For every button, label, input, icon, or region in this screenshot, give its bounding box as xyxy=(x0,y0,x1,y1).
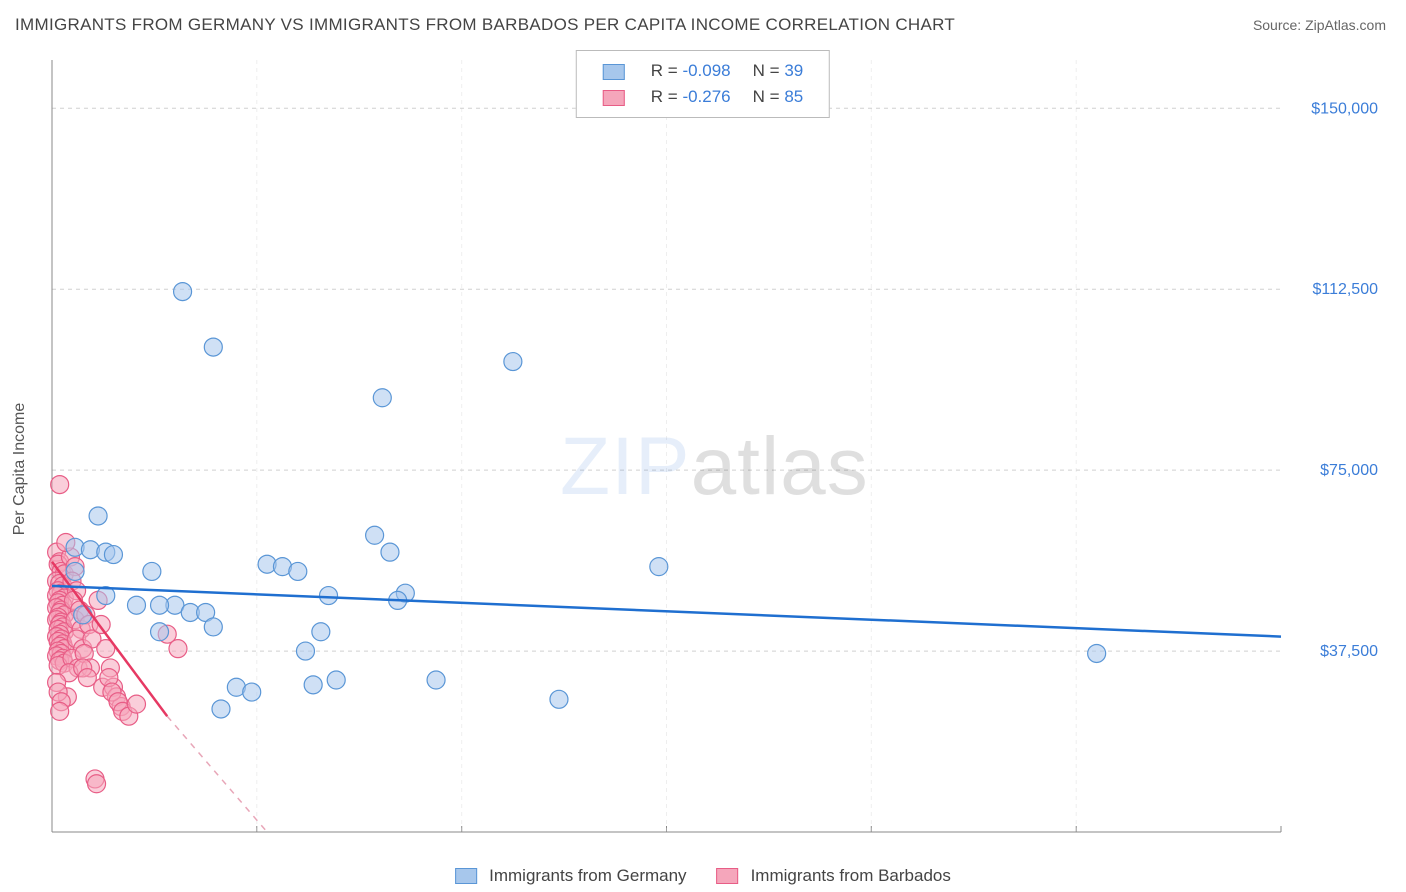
legend-series: Immigrants from Germany Immigrants from … xyxy=(455,866,951,886)
scatter-plot-svg: $37,500 $75,000 $112,500 $150,000 0.0% 80.0% xyxy=(46,50,1386,842)
legend-swatch-germany xyxy=(603,64,625,80)
legend-label-germany: Immigrants from Germany xyxy=(489,866,686,886)
legend-swatch-germany xyxy=(455,868,477,884)
r-label: R = xyxy=(651,61,678,80)
chart-area: $37,500 $75,000 $112,500 $150,000 0.0% 80.0% xyxy=(46,50,1386,842)
svg-text:$75,000: $75,000 xyxy=(1320,462,1378,479)
legend-swatch-barbados xyxy=(717,868,739,884)
n-label: N = xyxy=(753,61,780,80)
svg-text:0.0%: 0.0% xyxy=(50,841,86,842)
legend-item-barbados: Immigrants from Barbados xyxy=(717,866,951,886)
barbados-n-value: 85 xyxy=(784,87,803,106)
svg-text:$112,500: $112,500 xyxy=(1312,281,1378,298)
r-label: R = xyxy=(651,87,678,106)
germany-r-value: -0.098 xyxy=(682,61,730,80)
legend-swatch-barbados xyxy=(603,90,625,106)
germany-n-value: 39 xyxy=(784,61,803,80)
chart-title: IMMIGRANTS FROM GERMANY VS IMMIGRANTS FR… xyxy=(15,15,955,35)
svg-text:$150,000: $150,000 xyxy=(1311,100,1378,117)
legend-statistics: R = -0.098 N = 39 R = -0.276 N = 85 xyxy=(576,50,830,118)
y-axis-label: Per Capita Income xyxy=(11,403,29,536)
n-label: N = xyxy=(753,87,780,106)
svg-text:$37,500: $37,500 xyxy=(1320,643,1378,660)
svg-text:80.0%: 80.0% xyxy=(1333,841,1378,842)
barbados-r-value: -0.276 xyxy=(682,87,730,106)
legend-label-barbados: Immigrants from Barbados xyxy=(751,866,951,886)
legend-item-germany: Immigrants from Germany xyxy=(455,866,686,886)
source-label: Source: ZipAtlas.com xyxy=(1253,17,1386,33)
